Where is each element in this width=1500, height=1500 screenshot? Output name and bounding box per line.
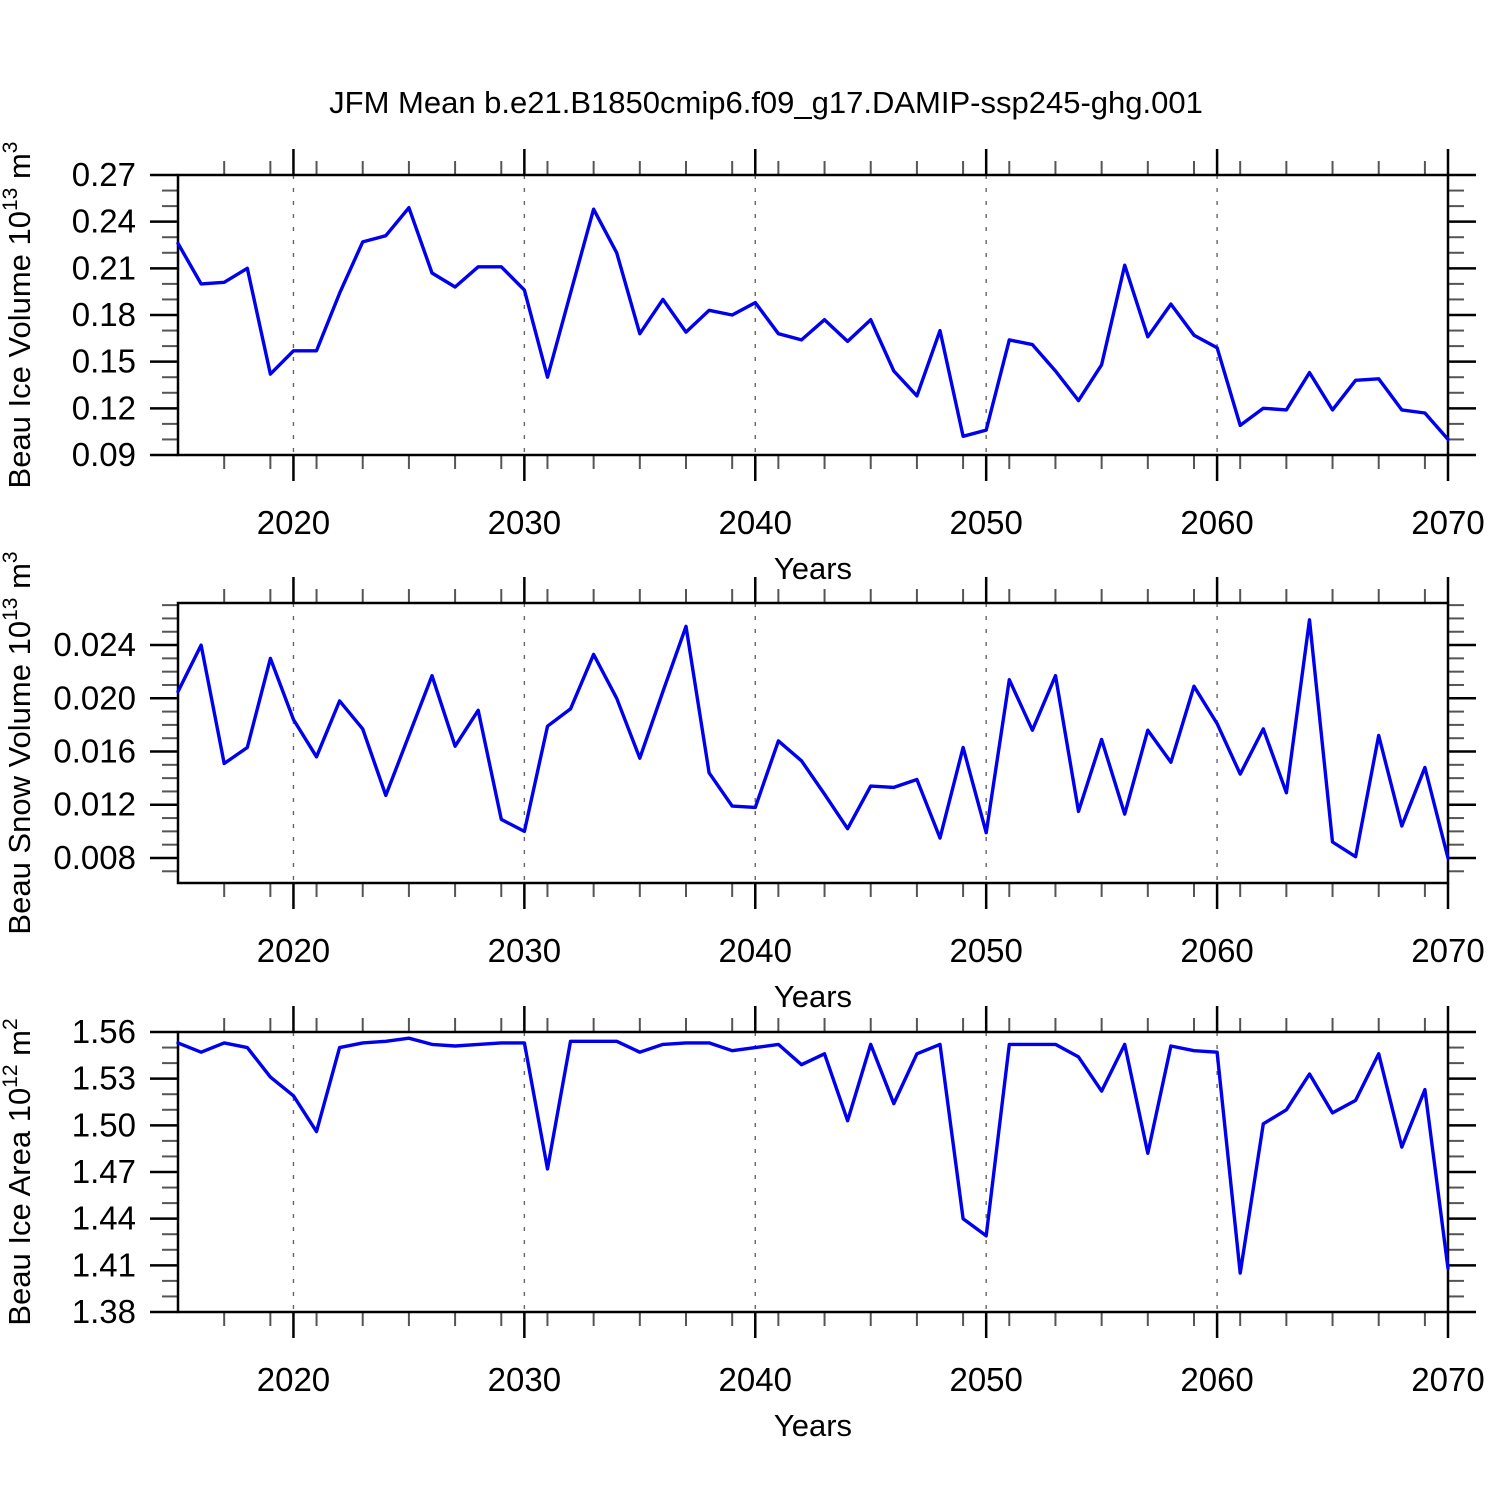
x-tick-label: 2040 xyxy=(719,1361,792,1398)
x-tick-label: 2040 xyxy=(719,504,792,541)
y-tick-labels: 1.56 1.53 1.50 1.47 1.44 1.41 1.38 xyxy=(72,1013,136,1330)
gridlines xyxy=(292,603,1218,883)
y-tick-label: 1.53 xyxy=(72,1060,136,1097)
ticks xyxy=(150,1006,1476,1338)
x-tick-labels: 2020 2030 2040 2050 2060 2070 xyxy=(257,504,1485,541)
y-tick-label: 0.27 xyxy=(72,156,136,193)
x-tick-label: 2030 xyxy=(488,504,561,541)
x-tick-label: 2060 xyxy=(1180,932,1253,969)
beau-ice-volume-line xyxy=(176,205,1450,442)
y-tick-label: 0.21 xyxy=(72,249,136,286)
x-tick-labels: 2020 2030 2040 2050 2060 2070 xyxy=(257,1361,1485,1398)
beau-snow-volume-line xyxy=(176,618,1450,860)
x-tick-label: 2020 xyxy=(257,504,330,541)
ticks xyxy=(150,577,1476,909)
figure-title-group: JFM Mean b.e21.B1850cmip6.f09_g17.DAMIP-… xyxy=(329,85,1203,120)
y-axis-title: Beau Ice Area 1012 m2 xyxy=(0,1018,37,1325)
panel-beau-ice-area: 1.56 1.53 1.50 1.47 1.44 1.41 1.38 2020 2030 2040… xyxy=(0,1006,1485,1443)
x-tick-label: 2060 xyxy=(1180,504,1253,541)
x-axis-title: Years xyxy=(774,551,852,586)
x-axis-title: Years xyxy=(774,1408,852,1443)
x-tick-label: 2040 xyxy=(719,932,792,969)
panel-frame xyxy=(176,601,1450,885)
y-tick-label: 0.024 xyxy=(53,626,136,663)
gridlines xyxy=(292,1032,1218,1312)
y-tick-label: 1.38 xyxy=(72,1293,136,1330)
y-tick-label: 1.50 xyxy=(72,1106,136,1143)
x-tick-label: 2050 xyxy=(949,504,1022,541)
y-tick-labels: 0.024 0.020 0.016 0.012 0.008 xyxy=(53,626,136,876)
panel-frame xyxy=(176,173,1450,457)
x-tick-label: 2070 xyxy=(1411,504,1484,541)
x-tick-label: 2050 xyxy=(949,1361,1022,1398)
y-tick-label: 0.09 xyxy=(72,436,136,473)
x-tick-labels: 2020 2030 2040 2050 2060 2070 xyxy=(257,932,1485,969)
y-tick-labels: 0.27 0.24 0.21 0.18 0.15 0.12 0.09 xyxy=(72,156,136,473)
x-tick-label: 2060 xyxy=(1180,1361,1253,1398)
x-tick-label: 2020 xyxy=(257,932,330,969)
gridlines xyxy=(292,175,1218,455)
y-axis-title: Beau Snow Volume 1013 m3 xyxy=(0,551,37,934)
y-tick-label: 1.56 xyxy=(72,1013,136,1050)
y-tick-label: 0.012 xyxy=(53,786,136,823)
x-tick-label: 2070 xyxy=(1411,932,1484,969)
y-tick-label: 0.18 xyxy=(72,296,136,333)
y-tick-label: 0.24 xyxy=(72,203,136,240)
y-tick-label: 1.47 xyxy=(72,1153,136,1190)
ticks xyxy=(150,149,1476,481)
y-axis-title: Beau Ice Volume 1013 m3 xyxy=(0,142,37,489)
panel-beau-ice-volume: 0.27 0.24 0.21 0.18 0.15 0.12 0.09 2020 2030 2040… xyxy=(0,142,1485,586)
x-tick-label: 2070 xyxy=(1411,1361,1484,1398)
y-tick-label: 0.008 xyxy=(53,839,136,876)
panel-frame xyxy=(176,1030,1450,1314)
x-axis-title: Years xyxy=(774,979,852,1014)
beau-ice-area-line xyxy=(176,1036,1450,1275)
x-tick-label: 2050 xyxy=(949,932,1022,969)
x-tick-label: 2020 xyxy=(257,1361,330,1398)
y-tick-label: 0.15 xyxy=(72,343,136,380)
y-tick-label: 0.020 xyxy=(53,679,136,716)
y-tick-label: 0.12 xyxy=(72,389,136,426)
x-tick-label: 2030 xyxy=(488,1361,561,1398)
chart-title: JFM Mean b.e21.B1850cmip6.f09_g17.DAMIP-… xyxy=(329,85,1203,120)
y-tick-label: 1.44 xyxy=(72,1200,136,1237)
y-tick-label: 1.41 xyxy=(72,1246,136,1283)
panel-beau-snow-volume: 0.024 0.020 0.016 0.012 0.008 2020 2030 2040 205… xyxy=(0,551,1485,1014)
y-tick-label: 0.016 xyxy=(53,733,136,770)
x-tick-label: 2030 xyxy=(488,932,561,969)
